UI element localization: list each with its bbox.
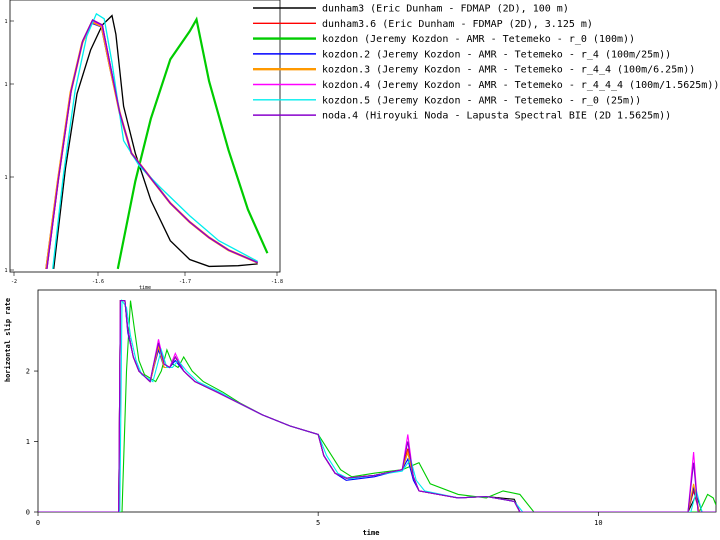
- inset-series-line-1: [53, 14, 258, 269]
- main-y-tick-label-2: 1: [26, 438, 30, 446]
- inset-x-tick-label-1: -2: [11, 279, 17, 285]
- legend-entry-1: dunham3 (Eric Dunham - FDMAP (2D), 100 m…: [322, 4, 569, 15]
- inset-y-tick-label-2: 1: [4, 82, 7, 88]
- legend-entry-3: kozdon (Jeremy Kozdon - AMR - Tetemeko -…: [322, 34, 635, 45]
- legend-entry-2: dunham3.6 (Eric Dunham - FDMAP (2D), 3.1…: [322, 19, 593, 30]
- main-series-line-8: [38, 300, 716, 512]
- main-x-tick-label-2: 5: [316, 519, 320, 527]
- main-x-tick-label-3: 10: [594, 519, 602, 527]
- inset-plot-ticks: -2 -1.6 -1.7 -1.8 1 1 1 1: [4, 19, 283, 285]
- legend-entry-6: kozdon.4 (Jeremy Kozdon - AMR - Tetemeko…: [322, 80, 719, 91]
- inset-y-tick-label-4: 1: [4, 268, 7, 274]
- legend-entry-8: noda.4 (Hiroyuki Noda - Lapusta Spectral…: [322, 111, 671, 122]
- inset-x-tick-label-3: -1.7: [179, 279, 191, 285]
- main-y-tick-label-3: 2: [26, 368, 30, 376]
- main-y-axis-label: horizontal slip rate: [4, 298, 12, 382]
- legend-entry-4: kozdon.2 (Jeremy Kozdon - AMR - Tetemeko…: [322, 49, 671, 60]
- main-y-tick-label-1: 0: [26, 509, 30, 517]
- main-plot-ticks: 0 5 10 0 1 2: [26, 368, 603, 527]
- legend: dunham3 (Eric Dunham - FDMAP (2D), 100 m…: [253, 4, 719, 122]
- legend-entry-5: kozdon.3 (Jeremy Kozdon - AMR - Tetemeko…: [322, 65, 695, 76]
- inset-y-tick-label-1: 1: [4, 19, 7, 25]
- inset-y-tick-label-3: 1: [4, 175, 7, 181]
- inset-series-line-8: [46, 19, 258, 269]
- inset-x-axis-label: time: [139, 285, 151, 291]
- inset-x-tick-label-4: -1.8: [271, 279, 283, 285]
- inset-series-line-3: [116, 16, 269, 270]
- main-plot: 0 5 10 0 1 2 time horizontal slip rate: [4, 289, 717, 537]
- inset-series-line-7: [52, 12, 259, 269]
- inset-x-tick-label-2: -1.6: [92, 279, 104, 285]
- main-x-axis-label: time: [363, 529, 380, 537]
- legend-entry-7: kozdon.5 (Jeremy Kozdon - AMR - Tetemeko…: [322, 95, 641, 106]
- main-x-tick-label-1: 0: [36, 519, 40, 527]
- inset-plot: -2 -1.6 -1.7 -1.8 1 1 1 1 time: [4, 0, 283, 291]
- main-plot-series: [38, 298, 716, 512]
- inset-plot-frame: [9, 0, 281, 273]
- inset-plot-series: [45, 12, 269, 270]
- main-plot-frame: [37, 289, 717, 513]
